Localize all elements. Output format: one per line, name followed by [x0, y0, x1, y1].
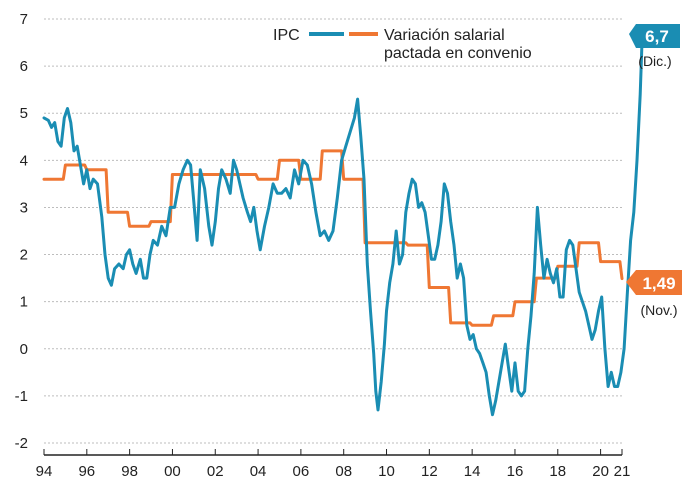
x-tick-label: 02: [207, 463, 224, 480]
y-tick-label: 3: [20, 199, 28, 216]
y-tick-label: 6: [20, 58, 28, 75]
x-axis-ticks: 94 96 98 00 02 04 06 08 10 12 14 16 18 20 21: [36, 449, 631, 480]
x-tick-label: 12: [421, 463, 438, 480]
y-tick-label: 7: [20, 11, 28, 28]
callout-salarial-note: (Nov.): [640, 302, 677, 318]
y-tick-label: 1: [20, 294, 28, 311]
y-tick-label: -2: [15, 435, 28, 452]
y-axis-ticks: -2 -1 0 1 2 3 4 5 6 7: [15, 11, 28, 452]
callout-salarial-badge: [626, 270, 682, 295]
callout-ipc-badge: [629, 24, 680, 48]
legend: IPC Variación salarial pactada en conven…: [273, 27, 532, 62]
gridlines: [44, 18, 622, 444]
y-tick-label: 0: [20, 341, 28, 358]
legend-label-ipc: IPC: [273, 27, 300, 44]
legend-label-salarial-line2: pactada en convenio: [384, 45, 532, 62]
x-tick-label: 20: [592, 463, 609, 480]
y-tick-label: -1: [15, 388, 28, 405]
series-line-salarial: [42, 149, 624, 327]
series-line-ipc: [42, 31, 644, 417]
x-tick-label: 06: [293, 463, 310, 480]
x-tick-label: 16: [507, 463, 524, 480]
x-tick-label: 10: [378, 463, 395, 480]
y-tick-label: 4: [20, 152, 28, 169]
x-tick-label: 21: [614, 463, 631, 480]
callout-salarial: 1,49 (Nov.): [626, 270, 682, 318]
x-tick-label: 18: [549, 463, 566, 480]
x-tick-label: 08: [335, 463, 352, 480]
x-tick-label: 04: [250, 463, 267, 480]
callout-ipc-note: (Dic.): [638, 53, 671, 69]
y-tick-label: 2: [20, 247, 28, 264]
callout-ipc: 6,7 (Dic.): [629, 24, 680, 69]
x-tick-label: 00: [164, 463, 181, 480]
legend-label-salarial-line1: Variación salarial: [384, 27, 505, 44]
x-tick-label: 98: [121, 463, 138, 480]
callout-salarial-value: 1,49: [642, 274, 675, 293]
x-tick-label: 96: [78, 463, 95, 480]
series-layer: [42, 31, 644, 417]
callout-ipc-value: 6,7: [645, 27, 669, 46]
x-tick-label: 94: [36, 463, 53, 480]
x-tick-label: 14: [464, 463, 481, 480]
y-tick-label: 5: [20, 105, 28, 122]
